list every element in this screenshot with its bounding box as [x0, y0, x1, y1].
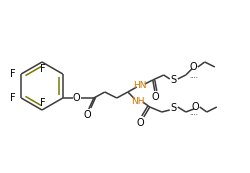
Text: O: O — [137, 118, 144, 128]
Text: F: F — [10, 69, 16, 79]
Text: F: F — [40, 64, 46, 74]
Text: F: F — [10, 93, 16, 103]
Text: O: O — [73, 93, 80, 103]
Text: ····: ···· — [189, 75, 198, 81]
Text: O: O — [190, 62, 198, 72]
Text: ····: ···· — [189, 112, 198, 118]
Text: S: S — [171, 103, 177, 113]
Text: HN: HN — [133, 80, 146, 89]
Text: NH: NH — [131, 97, 144, 106]
Text: O: O — [152, 92, 160, 102]
Text: S: S — [171, 75, 177, 85]
Text: O: O — [192, 102, 200, 112]
Text: F: F — [40, 98, 46, 108]
Text: O: O — [84, 110, 92, 120]
